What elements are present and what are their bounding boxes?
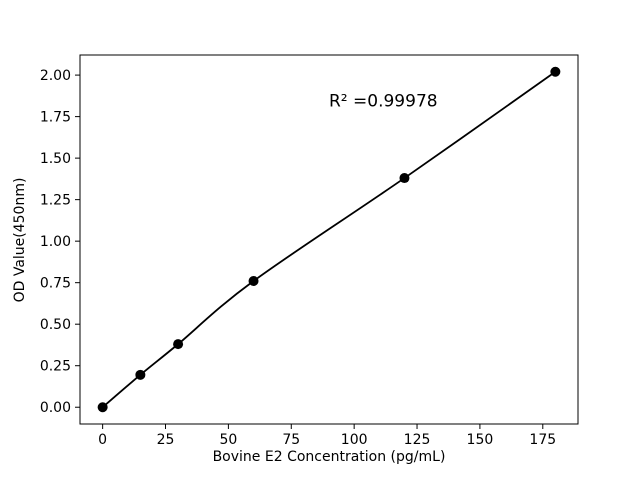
x-tick-label: 175 (529, 432, 556, 448)
x-tick-label: 50 (219, 432, 237, 448)
r-squared-annotation: R² =0.99978 (329, 92, 438, 112)
x-tick-label: 125 (404, 432, 431, 448)
x-tick-label: 25 (157, 432, 175, 448)
y-tick-label: 1.50 (40, 151, 71, 167)
x-tick-label: 75 (282, 432, 300, 448)
plot-border (79, 54, 579, 425)
data-point (550, 66, 561, 77)
y-axis-label: OD Value(450nm) (12, 178, 28, 303)
data-point (399, 173, 410, 184)
data-point (173, 339, 184, 350)
y-tick-label: 0.50 (40, 317, 71, 333)
data-point (248, 276, 259, 287)
x-axis-label: Bovine E2 Concentration (pg/mL) (213, 449, 446, 465)
x-tick-label: 0 (98, 432, 107, 448)
fit-curve (102, 71, 556, 408)
x-tick-label: 150 (467, 432, 494, 448)
x-tick-label: 100 (341, 432, 368, 448)
data-point (135, 369, 146, 380)
data-point (97, 402, 108, 413)
y-tick-label: 0.25 (40, 359, 71, 375)
plot-area: 0 25 50 75 100 125 150 175 0.00 0.25 0.50 0.75 1.00 1… (40, 54, 579, 448)
y-tick-label: 0.00 (40, 400, 71, 416)
y-tick-label: 2.00 (40, 68, 71, 84)
y-tick-label: 0.75 (40, 276, 71, 292)
y-tick-label: 1.00 (40, 234, 71, 250)
y-tick-label: 1.75 (40, 110, 71, 126)
y-tick-label: 1.25 (40, 193, 71, 209)
